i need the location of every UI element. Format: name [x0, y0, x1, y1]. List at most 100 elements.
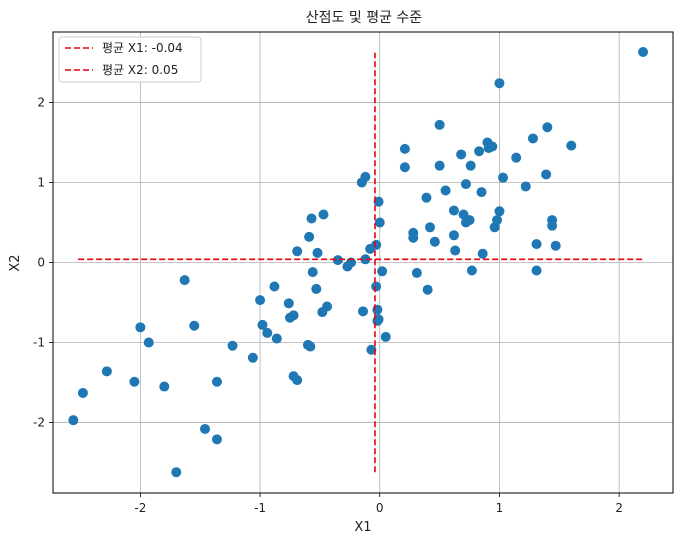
data-point — [448, 205, 459, 216]
y-tick-label: 0 — [37, 256, 45, 270]
y-axis-ticks: -2 -1 0 1 2 — [33, 95, 53, 430]
data-point — [531, 265, 542, 276]
data-point — [550, 240, 561, 251]
data-point — [200, 423, 211, 434]
data-point — [466, 265, 477, 276]
data-point — [440, 185, 451, 196]
data-point — [371, 281, 382, 292]
data-point — [283, 298, 294, 309]
y-tick-label: 2 — [37, 95, 45, 109]
data-point — [189, 320, 200, 331]
data-point — [450, 245, 461, 256]
data-point — [541, 169, 552, 180]
x-tick-label: 0 — [376, 501, 384, 515]
y-tick-label: -1 — [33, 336, 45, 350]
data-point — [68, 415, 79, 426]
data-point — [460, 179, 471, 190]
data-point — [531, 239, 542, 250]
data-point — [487, 141, 498, 152]
x-tick-label: -2 — [134, 501, 146, 515]
data-point — [288, 310, 299, 321]
data-point — [421, 192, 432, 203]
data-point — [255, 295, 266, 306]
data-point — [360, 171, 371, 182]
data-point — [477, 248, 488, 259]
data-point — [257, 319, 268, 330]
data-point — [422, 284, 433, 295]
data-point — [101, 366, 112, 377]
y-tick-label: 1 — [37, 175, 45, 189]
data-point — [360, 254, 371, 265]
mean-lines — [78, 52, 644, 473]
data-point — [306, 213, 317, 224]
legend-box — [58, 36, 202, 83]
x-tick-label: 2 — [615, 501, 623, 515]
data-point — [318, 209, 329, 220]
data-point — [465, 160, 476, 171]
data-point — [373, 314, 384, 325]
legend-label-mean-x2: 평균 X2: 0.05 — [102, 63, 178, 77]
data-point — [456, 149, 467, 160]
data-point — [304, 231, 315, 242]
data-point — [292, 246, 303, 257]
data-point — [372, 304, 383, 315]
data-point — [494, 78, 505, 89]
data-point — [425, 222, 436, 233]
chart-title: 산점도 및 평균 수준 — [306, 10, 423, 26]
data-point — [377, 266, 388, 277]
x-axis-label: X1 — [354, 520, 371, 535]
legend-label-mean-x1: 평균 X1: -0.04 — [102, 41, 183, 55]
data-point — [312, 247, 323, 258]
data-point — [474, 146, 485, 157]
data-point — [520, 181, 531, 192]
data-point — [464, 215, 475, 226]
data-point — [527, 133, 538, 144]
data-point — [311, 283, 322, 294]
data-point — [399, 143, 410, 154]
data-point — [542, 122, 553, 133]
data-point — [292, 375, 303, 386]
data-point — [262, 327, 273, 338]
data-point — [211, 376, 222, 387]
grid — [53, 32, 673, 493]
data-point — [511, 152, 522, 163]
plot-frame — [52, 31, 674, 494]
data-point — [227, 340, 238, 351]
data-point — [332, 255, 343, 266]
data-point — [399, 162, 410, 173]
data-point — [366, 344, 377, 355]
legend: 평균 X1: -0.04 평균 X2: 0.05 — [58, 36, 202, 83]
x-axis-ticks: -2 -1 0 1 2 — [134, 493, 623, 515]
data-point — [179, 275, 190, 286]
data-point — [380, 331, 391, 342]
data-point — [271, 333, 282, 344]
data-point — [247, 352, 258, 363]
data-point — [408, 232, 419, 243]
data-point — [374, 217, 385, 228]
data-point — [371, 239, 382, 250]
scatter-points — [68, 47, 649, 478]
data-point — [143, 337, 154, 348]
data-point — [566, 140, 577, 151]
data-point — [434, 119, 445, 130]
data-point — [129, 376, 140, 387]
data-point — [498, 172, 509, 183]
data-point — [211, 434, 222, 445]
data-point — [411, 267, 422, 278]
data-point — [305, 341, 316, 352]
data-point — [358, 306, 368, 317]
data-point — [135, 322, 146, 333]
data-point — [269, 281, 280, 292]
data-point — [429, 236, 440, 247]
x-tick-label: 1 — [496, 501, 504, 515]
data-point — [159, 381, 170, 392]
data-point — [494, 206, 505, 217]
data-point — [307, 267, 318, 278]
data-point — [547, 220, 558, 231]
data-point — [476, 187, 487, 198]
x-tick-label: -1 — [254, 501, 266, 515]
data-point — [77, 387, 88, 398]
data-point — [171, 467, 182, 478]
